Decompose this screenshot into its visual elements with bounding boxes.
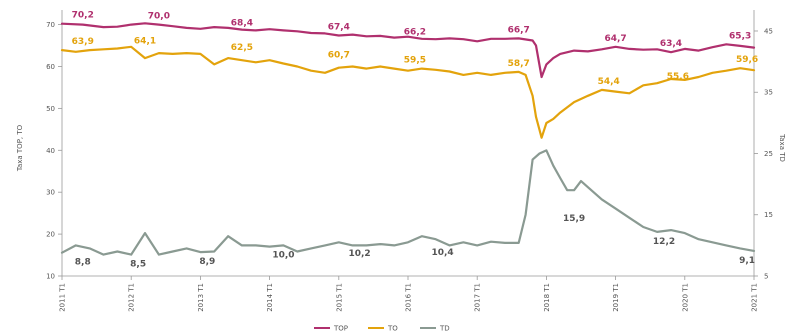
right-axis-ticks: 45 35 25 15 5	[754, 27, 773, 281]
left-tick-label: 60	[46, 63, 55, 71]
data-label-td: 9,1	[739, 256, 755, 266]
data-label-to: 60,7	[328, 51, 350, 61]
data-label-to: 63,9	[72, 37, 94, 47]
series-line-to	[60, 45, 756, 139]
data-label-top: 70,0	[148, 12, 170, 22]
data-label-to: 55,6	[667, 72, 689, 82]
data-label-top: 68,4	[231, 18, 253, 28]
x-tick-label: 2019 T1	[612, 283, 620, 312]
data-label-top: 66,2	[404, 27, 426, 37]
data-label-to: 54,4	[598, 77, 620, 87]
data-label-top: 67,4	[328, 22, 350, 32]
left-tick-label: 20	[46, 231, 55, 239]
right-tick-label: 15	[764, 211, 773, 219]
left-tick-label: 40	[46, 147, 55, 155]
series-layer	[60, 22, 756, 256]
data-label-to: 64,1	[134, 36, 156, 46]
data-label-to: 59,6	[736, 55, 758, 65]
left-tick-label: 50	[46, 105, 55, 113]
x-tick-label: 2015 T1	[335, 283, 343, 312]
x-axis-ticks: 2011 T1 2012 T1 2013 T1 2014 T1 2015 T1 2016 …	[59, 276, 759, 312]
data-label-top: 66,7	[508, 25, 530, 35]
data-label-td: 12,2	[653, 237, 675, 247]
left-axis-title: Taxa TOP, TO	[16, 124, 24, 172]
data-label-to: 62,5	[231, 43, 253, 53]
left-axis-ticks: 70 60 50 40 30 20 10	[46, 21, 62, 281]
left-tick-label: 30	[46, 189, 55, 197]
x-tick-label: 2014 T1	[266, 283, 274, 312]
data-label-td: 10,0	[272, 250, 294, 260]
data-label-top: 63,4	[660, 39, 682, 49]
data-label-td: 10,4	[431, 248, 453, 258]
x-tick-label: 2013 T1	[197, 283, 205, 312]
left-tick-label: 10	[46, 273, 55, 281]
x-tick-label: 2012 T1	[128, 283, 136, 312]
legend-label-top: TOP	[333, 325, 348, 333]
x-tick-label: 2021 T1	[751, 283, 759, 312]
legend: TOP TO TD	[314, 325, 450, 333]
left-tick-label: 70	[46, 21, 55, 29]
x-tick-label: 2016 T1	[405, 283, 413, 312]
legend-label-to: TO	[387, 325, 398, 333]
legend-label-td: TD	[439, 325, 450, 333]
right-tick-label: 35	[764, 89, 773, 97]
x-tick-label: 2018 T1	[543, 283, 551, 312]
series-line-top	[60, 22, 756, 79]
right-axis-title: Taxa TD	[778, 133, 786, 162]
right-tick-label: 5	[764, 273, 768, 281]
data-label-top: 65,3	[729, 31, 751, 41]
data-label-top: 70,2	[72, 11, 94, 21]
data-label-td: 10,2	[348, 249, 370, 259]
data-label-to: 58,7	[508, 59, 530, 69]
right-tick-label: 25	[764, 150, 773, 158]
data-label-top: 64,7	[604, 34, 626, 44]
data-labels: 70,2 70,0 68,4 67,4 66,2 66,7 64,7 63,4 65,3 63,9…	[72, 11, 759, 270]
data-label-td: 8,5	[130, 260, 146, 270]
data-label-td: 15,9	[563, 214, 585, 224]
series-line-td	[60, 149, 756, 256]
x-tick-label: 2020 T1	[681, 283, 689, 312]
data-label-td: 8,8	[75, 258, 91, 268]
x-tick-label: 2011 T1	[59, 283, 67, 312]
data-label-td: 8,9	[199, 257, 215, 267]
right-tick-label: 45	[764, 27, 773, 35]
x-tick-label: 2017 T1	[474, 283, 482, 312]
data-label-to: 59,5	[404, 56, 426, 66]
